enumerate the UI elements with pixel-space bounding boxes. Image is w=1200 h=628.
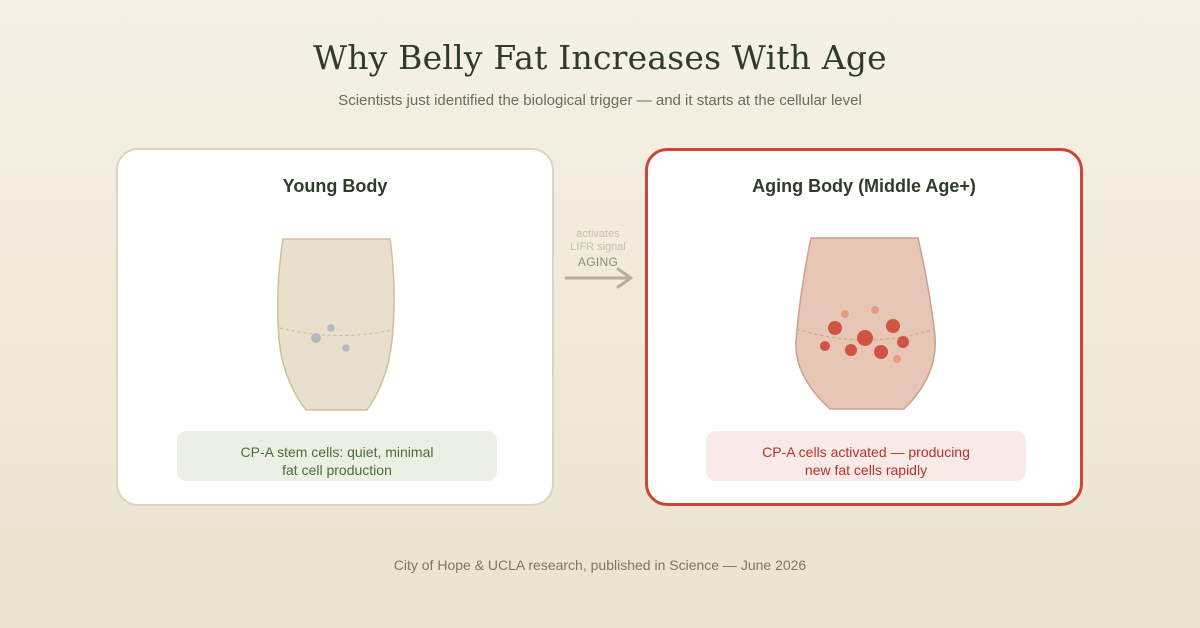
source-footer: City of Hope & UCLA research, published … <box>393 557 807 573</box>
young-body-title: Young Body <box>282 176 388 196</box>
young-body-note: CP-A stem cells: quiet, minimal fat cell… <box>177 431 497 481</box>
young-body-panel: Young Body CP-A stem cells: quiet, minim… <box>116 148 554 506</box>
transition-label-line2: LIFR signal <box>570 241 626 253</box>
aging-fat-cell <box>845 344 857 356</box>
aging-fat-cell <box>828 321 842 335</box>
page-subtitle: Scientists just identified the biologica… <box>338 92 862 109</box>
aging-body-note: CP-A cells activated — producing new fat… <box>706 431 1026 481</box>
aging-transition: activates LIFR signal AGING <box>560 226 636 296</box>
transition-main-label: AGING <box>577 255 619 269</box>
aging-fat-cell <box>857 330 873 346</box>
page-title: Why Belly Fat Increases With Age <box>313 38 887 77</box>
young-waistline <box>279 327 393 337</box>
young-fat-cell <box>311 333 321 343</box>
right-arrow-icon <box>564 267 633 289</box>
aging-note-line2: new fat cells rapidly <box>804 462 928 478</box>
young-torso-figure <box>276 238 395 411</box>
transition-label-line1: activates <box>576 228 620 240</box>
young-fat-cell <box>327 324 335 332</box>
aging-body-title: Aging Body (Middle Age+) <box>752 176 976 196</box>
aging-torso-figure <box>795 237 936 410</box>
aging-fat-cell <box>871 306 879 314</box>
aging-fat-cell <box>886 319 900 333</box>
young-fat-cell <box>342 344 350 352</box>
aging-fat-cell <box>874 345 888 359</box>
young-note-line2: fat cell production <box>282 462 392 478</box>
young-note-line1: CP-A stem cells: quiet, minimal <box>240 444 434 460</box>
aging-fat-cell <box>897 336 909 348</box>
aging-fat-cell <box>841 310 849 318</box>
aging-fat-cell <box>893 355 901 363</box>
aging-fat-cell <box>820 341 830 351</box>
aging-body-panel: Aging Body (Middle Age+) CP-A cells acti… <box>645 148 1083 506</box>
young-torso-shape <box>276 238 395 411</box>
aging-torso-shape <box>795 237 936 410</box>
aging-note-line1: CP-A cells activated — producing <box>762 444 970 460</box>
